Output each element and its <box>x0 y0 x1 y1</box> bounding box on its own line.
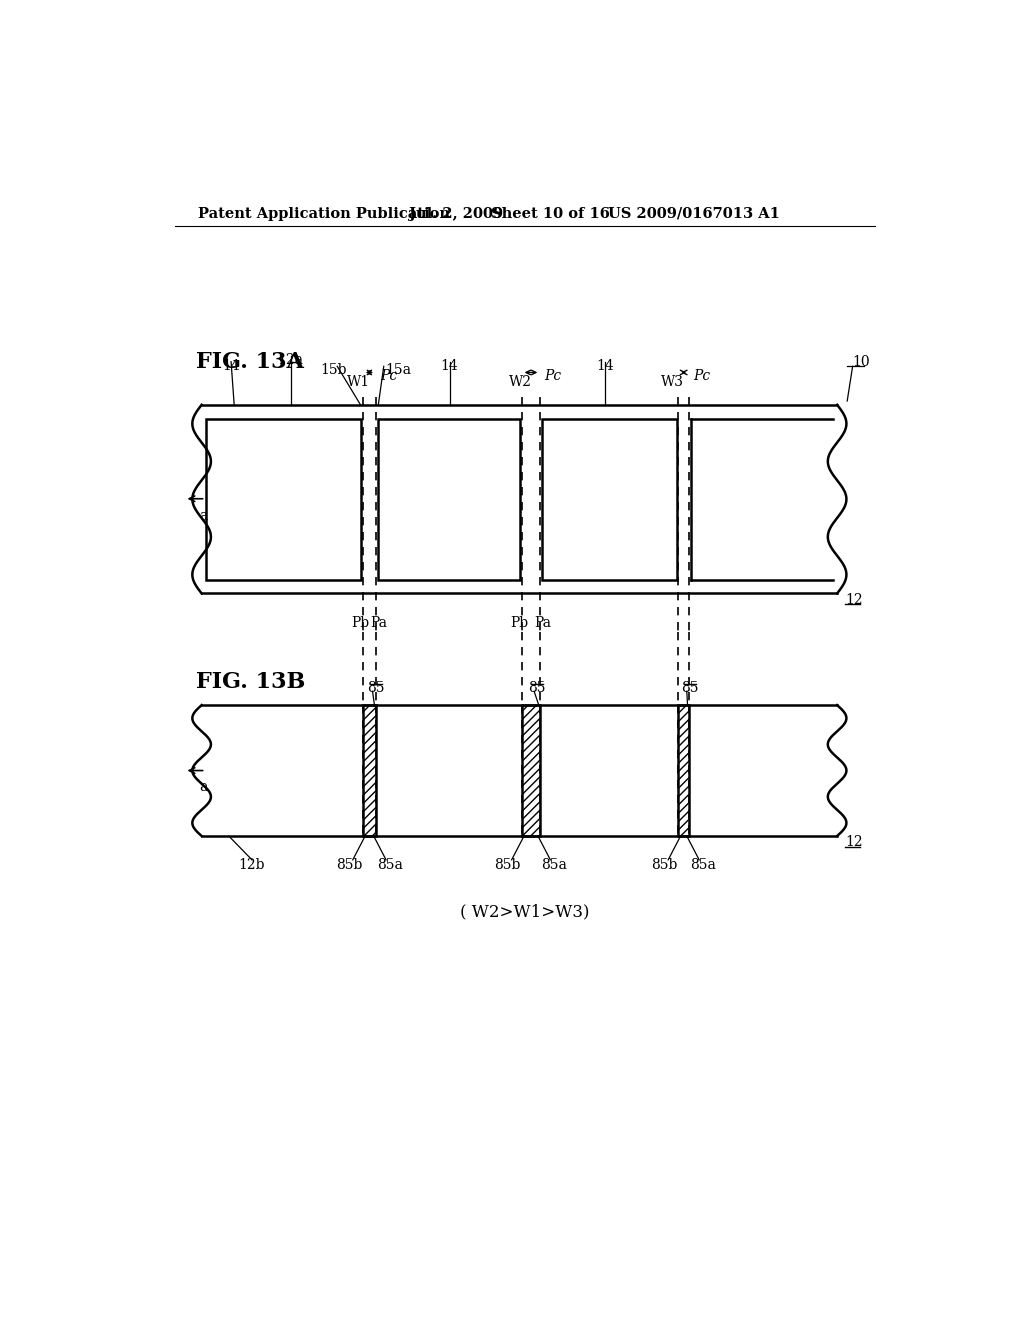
Text: 15a: 15a <box>385 363 412 378</box>
Text: Pc: Pc <box>380 368 397 383</box>
Text: 10: 10 <box>853 355 870 370</box>
Text: 85: 85 <box>528 681 546 696</box>
Bar <box>206 418 361 579</box>
Text: 14: 14 <box>440 359 459 374</box>
Text: Sheet 10 of 16: Sheet 10 of 16 <box>490 207 609 220</box>
Text: Jul. 2, 2009: Jul. 2, 2009 <box>409 207 503 220</box>
Text: 14: 14 <box>222 359 240 374</box>
Bar <box>521 705 541 836</box>
Text: Pb: Pb <box>351 615 370 630</box>
Text: 15b: 15b <box>321 363 347 378</box>
Text: 12: 12 <box>845 836 862 849</box>
Text: 85a: 85a <box>690 858 716 873</box>
Bar <box>678 705 689 836</box>
Text: US 2009/0167013 A1: US 2009/0167013 A1 <box>608 207 780 220</box>
Text: 12: 12 <box>845 593 862 607</box>
Text: 85: 85 <box>367 681 384 696</box>
Text: 85: 85 <box>681 681 698 696</box>
Text: ( W2>W1>W3): ( W2>W1>W3) <box>460 903 590 920</box>
Text: FIG. 13A: FIG. 13A <box>197 351 304 374</box>
Text: 85b: 85b <box>336 858 362 873</box>
Text: a: a <box>199 508 208 523</box>
Text: a: a <box>199 780 208 795</box>
Bar <box>378 418 520 579</box>
Text: Pc: Pc <box>693 368 710 383</box>
Text: W2: W2 <box>509 375 531 388</box>
Text: 85a: 85a <box>542 858 567 873</box>
Text: 85a: 85a <box>377 858 402 873</box>
Text: 12a: 12a <box>278 354 304 367</box>
Text: Pa: Pa <box>535 615 551 630</box>
Text: 85b: 85b <box>495 858 521 873</box>
Text: FIG. 13B: FIG. 13B <box>197 671 305 693</box>
Text: W1: W1 <box>347 375 370 388</box>
Bar <box>362 705 376 836</box>
Text: Pc: Pc <box>544 368 561 383</box>
Text: 14: 14 <box>597 359 614 374</box>
Text: 85b: 85b <box>651 858 678 873</box>
Text: Patent Application Publication: Patent Application Publication <box>198 207 450 220</box>
Bar <box>542 418 677 579</box>
Text: W3: W3 <box>662 375 684 388</box>
Text: Pb: Pb <box>510 615 528 630</box>
Text: 12b: 12b <box>239 858 265 873</box>
Text: Pa: Pa <box>370 615 387 630</box>
